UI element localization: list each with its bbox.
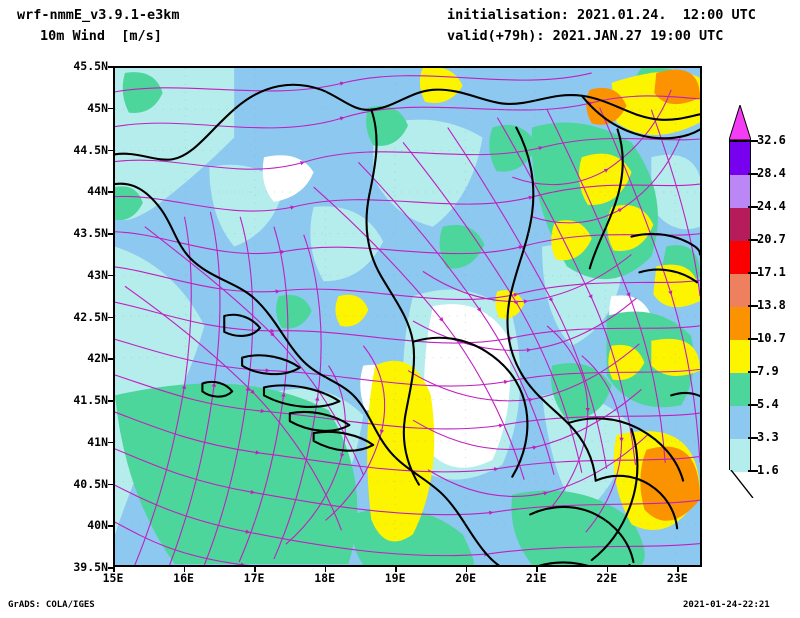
y-axis-tick-mark [108,358,114,360]
colorbar-band [730,306,750,340]
colorbar-band [730,273,750,307]
colorbar-tick-label: 24.4 [757,199,786,213]
colorbar-tick-mark [748,272,758,274]
x-axis-tick-mark [395,566,397,572]
y-axis-tick-label: 40.5N [73,476,108,491]
colorbar-tick-mark [748,305,758,307]
colorbar-tick-label: 3.3 [757,430,779,444]
colorbar-tick-label: 28.4 [757,166,786,180]
initialisation-label: initialisation: 2021.01.24. 12:00 UTC [447,7,756,23]
x-axis-tick-mark [183,566,186,572]
colorbar-tick-mark [748,338,758,340]
y-axis-tick-label: 42.5N [73,309,108,324]
x-axis-tick-mark [465,566,468,572]
x-axis-tick-label: 20E [455,571,477,585]
y-axis-tick-label: 45.5N [73,59,108,73]
x-axis-tick-mark [113,566,115,572]
x-axis-tick-label: 22E [596,571,618,585]
colorbar-tick-label: 10.7 [757,331,786,345]
y-axis-tick-mark [108,107,114,110]
valid-time-label: valid(+79h): 2021.JAN.27 19:00 UTC [447,28,724,44]
y-axis-tick-mark [108,567,114,569]
model-title: wrf-nmmE_v3.9.1-e3km [17,7,180,23]
render-stamp: 2021-01-24-22:21 [683,600,770,610]
colorbar-tick-label: 5.4 [757,397,779,411]
y-axis-tick-mark [108,233,114,235]
y-axis-tick-label: 39.5N [73,560,108,574]
y-axis-tick-label: 44.5N [73,142,108,157]
x-axis-tick-mark [606,566,609,572]
y-axis-tick-mark [108,400,114,402]
x-axis-tick-label: 18E [314,571,335,585]
colorbar-band [730,141,750,175]
field-title: 10m Wind [m/s] [40,28,162,44]
x-axis-tick-label: 19E [384,571,406,585]
colorbar-tick-mark [748,371,758,373]
y-axis-tick-label: 41.5N [73,393,108,407]
colorbar-tick-label: 7.9 [757,364,779,378]
y-axis-tick-mark [108,274,114,277]
x-axis-tick-mark [254,566,256,572]
colorbar-tick-mark [748,404,758,406]
y-axis-tick-label: 40N [87,518,108,533]
colorbar-band [730,372,750,406]
y-axis-tick-label: 43N [87,267,108,282]
colorbar-tick-label: 13.8 [757,298,786,312]
x-axis-tick-label: 21E [525,571,547,585]
colorbar-band [730,207,750,241]
y-axis-tick-label: 42N [87,351,108,366]
colorbar-tick-mark [748,173,758,175]
colorbar-band [730,174,750,208]
colorbar-band [730,438,750,472]
y-axis-tick-mark [108,525,114,527]
y-axis-tick-mark [108,149,114,151]
colorbar-tick-label: 17.1 [757,265,786,279]
x-axis-tick-mark [324,566,327,572]
y-axis-tick-label: 45N [87,100,108,115]
colorbar-under-arrow [730,470,754,498]
y-axis-tick-mark [108,441,114,444]
wind-map-plot [113,66,702,567]
x-axis-tick-mark [536,566,538,572]
y-axis-tick-label: 43.5N [73,226,108,240]
y-axis-tick-mark [108,66,114,68]
x-axis-tick-label: 17E [243,571,265,585]
colorbar-band [730,240,750,274]
y-axis-tick-mark [108,316,114,318]
colorbar-tick-mark [748,140,758,142]
colorbar-over-arrow [729,105,751,140]
colorbar-tick-mark [748,470,758,472]
x-axis-tick-mark [677,566,679,572]
x-axis-tick-label: 23E [666,571,688,585]
colorbar-tick-label: 32.6 [757,133,786,147]
x-axis-tick-label: 15E [102,571,124,585]
y-axis-tick-label: 44N [87,184,108,199]
grads-credit: GrADS: COLA/IGES [8,600,95,610]
colorbar-tick-label: 20.7 [757,232,786,246]
colorbar-tick-mark [748,437,758,439]
y-axis-tick-mark [108,191,114,193]
wind-field-canvas [115,68,700,565]
colorbar-tick-mark [748,206,758,208]
y-axis-tick-label: 41N [87,434,108,449]
colorbar-tick-label: 1.6 [757,463,779,477]
x-axis-tick-label: 16E [173,571,194,585]
colorbar-band [730,405,750,439]
y-axis-tick-mark [108,483,114,485]
colorbar-band [730,339,750,373]
colorbar-tick-mark [748,239,758,241]
